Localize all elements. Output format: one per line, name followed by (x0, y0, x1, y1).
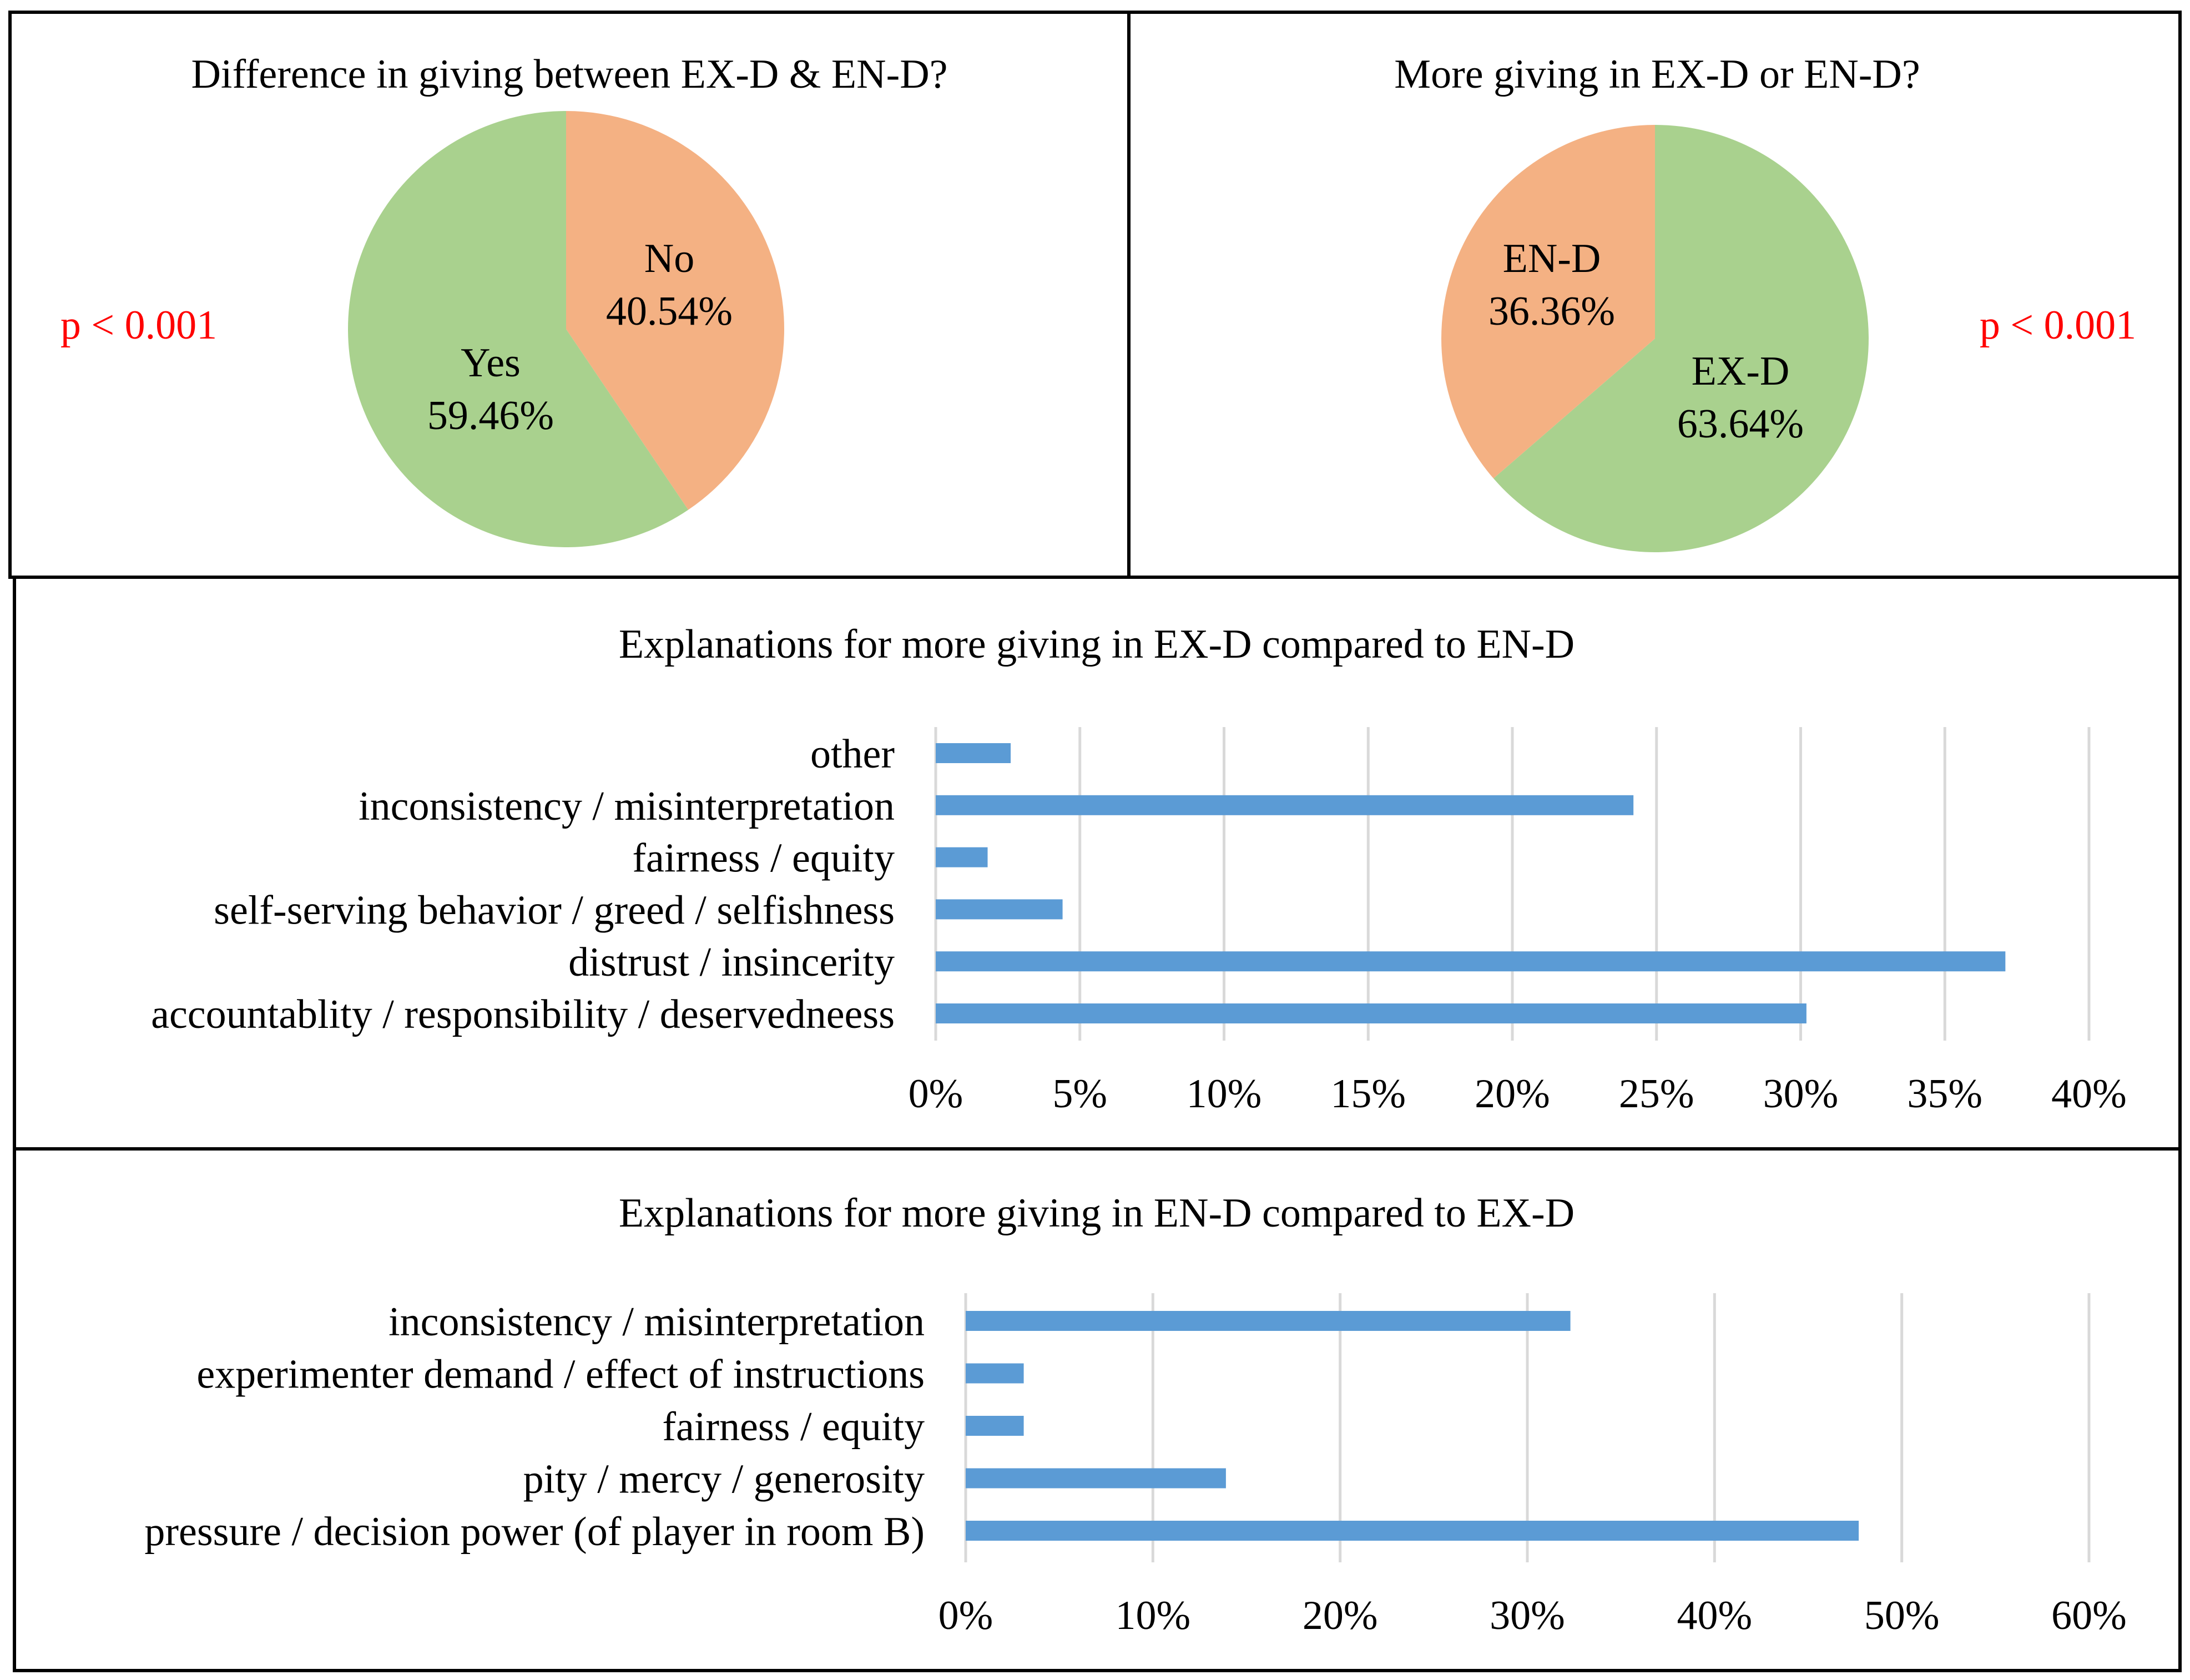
bar-2-category-label: pressure / decision power (of player in … (144, 1509, 925, 1555)
bar-2-bar-pity-mercy-generosity (966, 1468, 1226, 1489)
bar-1-category-label: self-serving behavior / greed / selfishn… (214, 887, 895, 933)
bar-2-category-label: experimenter demand / effect of instruct… (196, 1352, 925, 1398)
bar-2-tick-label: 50% (1864, 1593, 1940, 1638)
bar-2-tick-label: 60% (2051, 1593, 2127, 1638)
bar-2-plot: 0% 10% 20% 30% 40% 50% 60% inconsistency / misi… (144, 1293, 2127, 1638)
pie-1-p-value: p < 0.001 (60, 302, 217, 348)
bar-2-category-label: pity / mercy / generosity (523, 1457, 925, 1502)
pie-1-slices (348, 111, 784, 548)
bar-1-tick-label: 15% (1330, 1071, 1406, 1117)
bar-2-bar-inconsistency-misinterpretation (966, 1311, 1571, 1331)
bar-1-plot: 0% 5% 10% 15% 20% 25% 30% 35% 40% other inconsiste… (151, 727, 2127, 1117)
pie-1-slice-yes (348, 111, 689, 548)
bar-1-category-label: fairness / equity (632, 836, 895, 881)
pie-2-slice-label-exd: EX-D (1692, 349, 1790, 394)
bar-2-bar-fairness-equity (966, 1416, 1024, 1436)
bar-1-bar-accountablity-responsibility-deservedneess (936, 1003, 1807, 1023)
bar-chart-2: Explanations for more giving in EN-D com… (144, 1190, 2126, 1638)
bar-1-category-label: distrust / insincerity (568, 940, 895, 985)
bar-2-title: Explanations for more giving in EN-D com… (619, 1190, 1575, 1236)
pie-1-slice-no (566, 111, 784, 510)
bar-1-bar-other (936, 743, 1011, 763)
pie-2-slice-value-exd: 63.64% (1677, 401, 1804, 447)
bar-1-tick-label: 0% (909, 1071, 963, 1117)
pie-2-slice-label-end: EN-D (1503, 236, 1601, 281)
pie-1-slice-label-no: No (644, 236, 694, 281)
bar-1-bar-inconsistency-misinterpretation (936, 795, 1634, 815)
bar-1-tick-label: 40% (2051, 1071, 2127, 1117)
pie-1-title: Difference in giving between EX-D & EN-D… (191, 52, 947, 97)
bar-1-tick-label: 25% (1619, 1071, 1694, 1117)
bar-2-tick-label: 20% (1303, 1593, 1378, 1638)
bar-1-tick-label: 30% (1763, 1071, 1839, 1117)
bar-2-category-label: inconsistency / misinterpretation (388, 1299, 925, 1345)
bar-1-category-label: accountablity / responsibility / deserve… (151, 992, 895, 1037)
bar-2-tick-label: 0% (938, 1593, 993, 1638)
pie-2-slice-ex-d (1493, 125, 1869, 552)
pie-2-slice-value-end: 36.36% (1488, 289, 1615, 334)
bar-2-tick-label: 40% (1677, 1593, 1753, 1638)
bar-1-bar-fairness-equity (936, 847, 988, 867)
bar-1-title: Explanations for more giving in EX-D com… (619, 622, 1575, 667)
bar-1-tick-label: 10% (1187, 1071, 1262, 1117)
bar-2-bar-experimenter-demand-effect-of-instructions (966, 1363, 1024, 1384)
bar-1-tick-label: 20% (1475, 1071, 1550, 1117)
pie-1-slice-value-no: 40.54% (606, 289, 733, 334)
bar-2-tick-label: 30% (1490, 1593, 1565, 1638)
bar-1-bar-distrust-insincerity (936, 951, 2006, 972)
pie-chart-1: Difference in giving between EX-D & EN-D… (60, 52, 948, 548)
bar-2-tick-label: 10% (1116, 1593, 1191, 1638)
pie-1-slice-value-yes: 59.46% (427, 393, 554, 438)
pie-1-slice-label-yes: Yes (461, 340, 521, 386)
bar-chart-1: Explanations for more giving in EX-D com… (151, 622, 2127, 1117)
bar-1-category-label: inconsistency / misinterpretation (359, 784, 895, 829)
pie-2-slice-en-d (1441, 125, 1655, 479)
panel-border-bar-2 (13, 1147, 2182, 1672)
pie-chart-2: More giving in EX-D or EN-D? p < 0.001 E… (1394, 52, 2136, 552)
bar-1-tick-label: 35% (1907, 1071, 1982, 1117)
bar-2-bar-pressure-decision-power-of-player-in-room-b (966, 1521, 1859, 1541)
bar-1-tick-label: 5% (1052, 1071, 1107, 1117)
bar-1-bar-self-serving-behavior-greed-selfishness (936, 899, 1063, 920)
bar-1-category-label: other (810, 731, 895, 777)
pie-2-title: More giving in EX-D or EN-D? (1394, 52, 1920, 97)
pie-2-p-value: p < 0.001 (1980, 302, 2136, 348)
pie-2-slices (1441, 125, 1869, 552)
bar-2-category-label: fairness / equity (662, 1404, 925, 1450)
